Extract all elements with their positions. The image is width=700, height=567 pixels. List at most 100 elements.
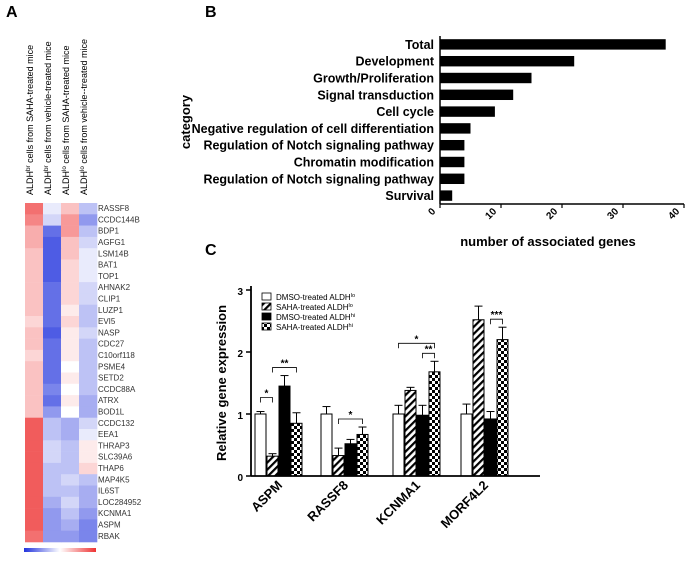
- heatmap-cell: [43, 440, 62, 452]
- gene-label: AHNAK2: [98, 283, 131, 292]
- heatmap-cell: [79, 406, 98, 418]
- heatmap-cell: [25, 338, 44, 351]
- gene-label: CCDC88A: [98, 385, 136, 394]
- heatmap-cell: [43, 361, 62, 373]
- category-bar: [440, 106, 495, 117]
- heatmap-cell: [79, 519, 98, 531]
- category-bar: [440, 72, 532, 84]
- heatmap-cell: [79, 440, 98, 452]
- heatmap-cell: [61, 496, 80, 509]
- heatmap-cell: [43, 383, 62, 396]
- heatmap-cell: [25, 462, 44, 475]
- heatmap-cell: [79, 316, 98, 328]
- category-label: Regulation of Notch signaling pathway: [203, 139, 434, 153]
- heatmap-cell: [43, 519, 62, 531]
- expression-bar: [356, 433, 369, 477]
- expression-bar: [344, 443, 357, 477]
- heatmap-cell: [79, 383, 98, 396]
- y-tick-label: 1: [237, 411, 243, 422]
- heatmap-cell: [61, 451, 80, 464]
- category-bar: [440, 173, 465, 185]
- heatmap-cell: [61, 293, 80, 305]
- heatmap-cell: [61, 395, 80, 407]
- heatmap-cell: [25, 496, 44, 509]
- panel-letter-b: B: [205, 4, 217, 21]
- gene-category-label: MORF4L2: [438, 478, 492, 532]
- legend-swatch: [261, 292, 272, 301]
- heatmap-cell: [61, 474, 80, 486]
- heatmap-cell: [79, 248, 98, 260]
- x-tick-label: 10: [483, 206, 499, 222]
- heatmap-cell: [43, 451, 62, 464]
- heatmap-cell: [79, 304, 98, 317]
- category-bar: [440, 123, 471, 134]
- category-bar: [440, 55, 575, 67]
- legend-label: SAHA-treated ALDHhi: [276, 323, 353, 332]
- significance-label: *: [349, 410, 353, 421]
- heatmap-cell: [61, 327, 80, 339]
- gene-label: SLC39A6: [98, 453, 133, 462]
- heatmap-cell: [43, 349, 62, 362]
- heatmap-cell: [79, 462, 98, 475]
- gene-label: BAT1: [98, 261, 118, 270]
- heatmap-cell: [79, 451, 98, 464]
- gene-label: EVI5: [98, 317, 116, 326]
- heatmap-cell: [61, 383, 80, 396]
- x-tick-label: 0: [426, 206, 438, 218]
- heatmap-cell: [79, 338, 98, 351]
- significance-bracket: [398, 342, 435, 349]
- gene-label: LUZP1: [98, 306, 123, 315]
- heatmap-cell: [61, 372, 80, 385]
- legend-swatch: [261, 312, 272, 321]
- gene-label: PSME4: [98, 362, 126, 371]
- gene-label: EEA1: [98, 430, 119, 439]
- expression-bar: [484, 418, 497, 477]
- expression-bar: [266, 455, 279, 477]
- heatmap-cell: [43, 485, 62, 498]
- category-bar: [440, 89, 514, 101]
- category-bar: [440, 139, 465, 151]
- heatmap-column-label: ALDHbr cells from SAHA-treated mice: [25, 45, 36, 195]
- category-label: Cell cycle: [376, 105, 434, 119]
- heatmap-cell: [25, 293, 44, 305]
- expression-bar: [332, 455, 345, 477]
- heatmap-cell: [25, 349, 44, 362]
- heatmap-cell: [43, 496, 62, 509]
- category-bar-chart: Total Development Growth/Proliferation Sign…: [178, 36, 685, 249]
- category-bar: [440, 156, 465, 168]
- legend-label: DMSO-treated ALDHlo: [276, 293, 355, 302]
- heatmap-cell: [79, 474, 98, 486]
- heatmap-cell: [25, 474, 44, 486]
- heatmap-cell: [61, 270, 80, 283]
- gene-label: CLIP1: [98, 295, 121, 304]
- category-label: Negative regulation of cell differentiat…: [192, 122, 434, 136]
- legend-swatch: [261, 322, 272, 331]
- heatmap-cell: [25, 203, 44, 215]
- heatmap-cell: [79, 372, 98, 385]
- heatmap-cell: [61, 304, 80, 317]
- gene-label: ATRX: [98, 396, 119, 405]
- y-axis-title: category: [178, 94, 193, 149]
- significance-bracket: [422, 352, 435, 359]
- heatmap-cell: [43, 406, 62, 418]
- category-label: Survival: [385, 189, 434, 203]
- heatmap-cell: [25, 451, 44, 464]
- gene-label: BDP1: [98, 227, 119, 236]
- expression-bar: [392, 413, 405, 477]
- heatmap-cell: [43, 338, 62, 351]
- heatmap-cell: [25, 429, 44, 441]
- significance-bracket: [338, 418, 363, 425]
- heatmap-cell: [61, 519, 80, 531]
- heatmap-cell: [43, 327, 62, 339]
- gene-label: KCNMA1: [98, 509, 132, 518]
- heatmap-cell: [61, 508, 80, 520]
- heatmap-cell: [61, 361, 80, 373]
- heatmap-cell: [61, 338, 80, 351]
- y-tick-label: 3: [237, 287, 243, 298]
- gene-expression-bar-chart: 0 1 2 3 Relative gene expression ASPM RASSF8 KC…: [214, 286, 540, 531]
- significance-label: *: [415, 334, 419, 345]
- heatmap-cell: [79, 496, 98, 509]
- heatmap-cell: [79, 395, 98, 407]
- heatmap-cell: [43, 372, 62, 385]
